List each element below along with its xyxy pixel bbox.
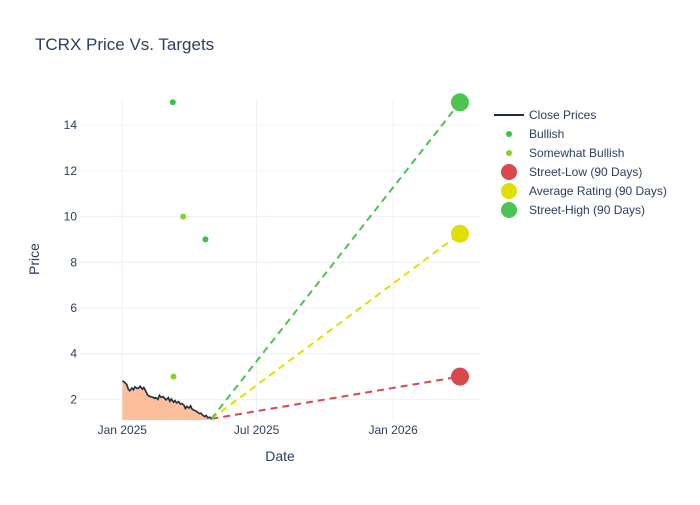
y-tick-label: 8 bbox=[70, 255, 77, 269]
legend-label: Street-Low (90 Days) bbox=[529, 165, 642, 179]
legend-swatch-marker bbox=[501, 164, 517, 180]
legend-item: Close Prices bbox=[494, 108, 596, 122]
legend-item: Somewhat Bullish bbox=[506, 146, 624, 160]
x-axis-title: Date bbox=[265, 448, 295, 464]
rating-markers-layer bbox=[169, 93, 469, 386]
price-area-layer bbox=[122, 381, 212, 420]
y-tick-label: 14 bbox=[64, 118, 78, 132]
legend-swatch-marker bbox=[506, 131, 512, 137]
x-tick-label: Jan 2026 bbox=[368, 423, 418, 437]
close-price-area bbox=[122, 381, 212, 420]
legend-label: Somewhat Bullish bbox=[529, 146, 624, 160]
projection-lines-layer bbox=[210, 101, 461, 420]
legend: Close Prices Bullish Somewhat Bullish Stree… bbox=[494, 108, 667, 218]
rating-point bbox=[169, 99, 176, 106]
rating-point bbox=[202, 236, 209, 243]
legend-label: Bullish bbox=[529, 127, 564, 141]
y-axis-title: Price bbox=[26, 243, 42, 275]
y-tick-label: 4 bbox=[70, 347, 77, 361]
legend-label: Close Prices bbox=[529, 108, 596, 122]
chart-title: TCRX Price Vs. Targets bbox=[35, 35, 214, 54]
y-tick-label: 6 bbox=[70, 301, 77, 315]
axis-ticks-layer: 2 4 6 8 10 12 14 Jan 2025 Jul 2025 Jan 2026 bbox=[64, 118, 419, 437]
y-tick-label: 10 bbox=[64, 210, 78, 224]
x-tick-label: Jan 2025 bbox=[98, 423, 148, 437]
rating-point bbox=[180, 213, 187, 220]
grid-layer bbox=[80, 100, 480, 420]
target-point bbox=[450, 367, 469, 386]
legend-item: Street-High (90 Days) bbox=[501, 202, 645, 218]
close-price-line-layer bbox=[122, 380, 212, 420]
close-price-line bbox=[122, 380, 212, 420]
legend-item: Street-Low (90 Days) bbox=[501, 164, 642, 180]
legend-label: Street-High (90 Days) bbox=[529, 203, 645, 217]
rating-point bbox=[170, 373, 177, 380]
x-tick-label: Jul 2025 bbox=[234, 423, 280, 437]
legend-item: Bullish bbox=[506, 127, 564, 141]
target-point bbox=[450, 224, 469, 243]
projection-line bbox=[210, 232, 461, 420]
legend-item: Average Rating (90 Days) bbox=[501, 183, 667, 199]
legend-swatch-marker bbox=[501, 183, 517, 199]
legend-swatch-marker bbox=[501, 202, 517, 218]
legend-label: Average Rating (90 Days) bbox=[529, 184, 667, 198]
target-point bbox=[450, 93, 469, 112]
projection-line bbox=[211, 375, 461, 420]
y-tick-label: 2 bbox=[70, 392, 77, 406]
y-tick-label: 12 bbox=[64, 164, 78, 178]
legend-swatch-marker bbox=[506, 150, 512, 156]
